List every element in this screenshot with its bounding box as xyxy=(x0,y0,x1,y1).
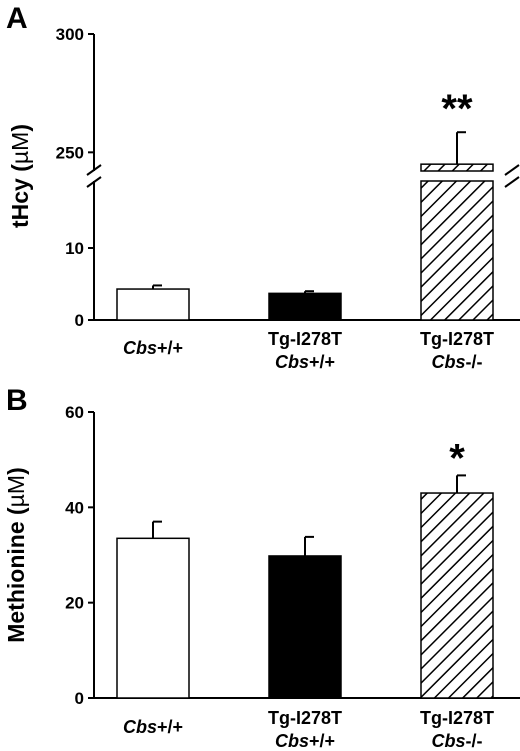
x-tick-label: Cbs+/+ xyxy=(275,731,335,751)
bar xyxy=(420,180,494,321)
x-tick-label: Cbs-/- xyxy=(431,352,482,372)
x-tick-label: Tg-I278T xyxy=(268,329,342,349)
x-tick-label: Cbs+/+ xyxy=(123,717,183,737)
bar xyxy=(420,492,494,699)
bar xyxy=(116,288,190,321)
y-tick-label: 20 xyxy=(65,594,84,613)
y-tick-label: 250 xyxy=(56,143,84,162)
significance-marker: ** xyxy=(441,87,473,131)
axis-break-mark xyxy=(504,164,520,176)
significance-marker: * xyxy=(449,436,465,480)
panel-a-marks: Cbs+/+ Tg-I278T Cbs+/+ ** Tg-I278T Cbs-/- xyxy=(116,87,494,372)
panel-letter-b: B xyxy=(6,384,28,417)
axis-break-mark xyxy=(86,164,102,176)
bar xyxy=(268,555,342,699)
bar xyxy=(268,292,342,321)
x-tick-label: Cbs-/- xyxy=(431,731,482,751)
y-tick-label: 0 xyxy=(75,689,84,708)
panel-a-y-axis-label: tHcy (µM) xyxy=(7,124,33,228)
y-tick-label: 0 xyxy=(75,311,84,330)
x-tick-label: Cbs+/+ xyxy=(123,338,183,358)
x-tick-label: Tg-I278T xyxy=(420,329,494,349)
panel-b-y-axis-label: Methionine (µM) xyxy=(3,467,29,643)
axis-break-mark xyxy=(504,176,520,188)
y-tick-label: 40 xyxy=(65,498,84,517)
x-tick-label: Cbs+/+ xyxy=(275,352,335,372)
x-tick-label: Tg-I278T xyxy=(420,708,494,728)
y-tick-label: 60 xyxy=(65,403,84,422)
panel-a: A 250 300 0 10 Cbs+/+ Tg-I278T Cbs+/+ ** Tg-I27… xyxy=(6,2,520,372)
panel-letter-a: A xyxy=(6,2,28,35)
bar xyxy=(420,163,494,172)
y-tick-label: 300 xyxy=(56,25,84,44)
y-tick-label: 10 xyxy=(65,239,84,258)
panel-b-marks: Cbs+/+ Tg-I278T Cbs+/+ * Tg-I278T Cbs-/- xyxy=(116,436,494,751)
bar xyxy=(116,537,190,699)
axis-break-mark xyxy=(86,176,102,188)
x-tick-label: Tg-I278T xyxy=(268,708,342,728)
